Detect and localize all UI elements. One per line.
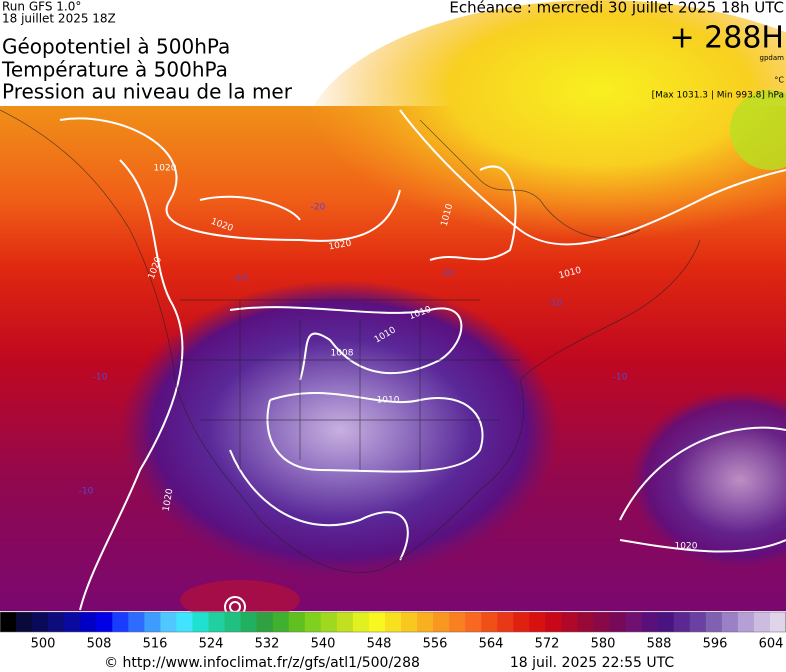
colorbar-tick-label: 572 [535, 637, 560, 652]
contour-label: -10 [79, 487, 94, 497]
colorbar-tick-label: 580 [591, 637, 616, 652]
colorbar-swatch [256, 612, 274, 632]
colorbar-swatch [753, 612, 771, 632]
colorbar-tick-label: 564 [479, 637, 504, 652]
colorbar-swatch [160, 612, 177, 632]
colorbar-tick-label: 588 [647, 637, 672, 652]
colorbar-swatch [465, 612, 482, 632]
colorbar-swatch [224, 612, 242, 632]
colorbar-swatch [64, 612, 81, 632]
colorbar-swatch [144, 612, 161, 632]
colorbar-tick-label: 604 [759, 637, 784, 652]
colorbar-swatch [593, 612, 611, 632]
colorbar-swatch [689, 612, 707, 632]
colorbar-swatch [577, 612, 595, 632]
valid-time: Echéance : mercredi 30 juillet 2025 18h … [449, 0, 784, 17]
colorbar-swatch [272, 612, 290, 632]
colorbar-swatch [625, 612, 643, 632]
colorbar-swatch [673, 612, 691, 632]
contour-label: -10 [440, 269, 455, 279]
colorbar-swatch [80, 612, 97, 632]
colorbar-tick-label: 596 [703, 637, 728, 652]
colorbar-swatch [208, 612, 226, 632]
lead-time: + 288H [670, 21, 785, 56]
colorbar-tick-label: 548 [367, 637, 392, 652]
contour-label: 1020 [154, 164, 177, 174]
colorbar-swatch [176, 612, 193, 632]
colorbar-swatch [545, 612, 562, 632]
contour-label: -10 [548, 299, 563, 309]
contour-label: 1008 [331, 349, 354, 359]
colorbar-tick-label: 500 [31, 637, 56, 652]
contour-label: 1010 [377, 396, 400, 406]
contour-label: 1020 [675, 542, 698, 552]
contour-label: 1020 [162, 488, 176, 513]
colorbar-swatch [384, 612, 402, 632]
colorbar-swatch [288, 612, 306, 632]
colorbar-swatch [705, 612, 723, 632]
colorbar-swatch [721, 612, 739, 632]
colorbar-swatch [16, 612, 33, 632]
colorbar-swatch [48, 612, 65, 632]
colorbar-tick-label: 556 [423, 637, 448, 652]
colorbar-tick-label: 532 [255, 637, 280, 652]
colorbar-swatch [769, 612, 786, 632]
run-label: Run GFS 1.0° [2, 0, 81, 14]
coastlines [0, 109, 701, 573]
colorbar-swatch [449, 612, 466, 632]
colorbar-swatch [657, 612, 675, 632]
colorbar-swatch [240, 612, 258, 632]
colorbar-swatch [497, 612, 514, 632]
title: Température à 500hPa [1, 58, 228, 82]
colorbar-swatch [128, 612, 145, 632]
contour-label: 1020 [328, 239, 353, 253]
colorbar-swatch [433, 612, 450, 632]
colorbar-tick-label: 508 [87, 637, 112, 652]
colorbar-swatch [609, 612, 627, 632]
colorbar-swatch [737, 612, 755, 632]
unit-label: °C [774, 76, 784, 85]
contour-label: -10 [613, 373, 628, 383]
run-date: 18 juillet 2025 18Z [2, 12, 116, 26]
colorbar-swatch [32, 612, 49, 632]
colorbar-swatch [320, 612, 338, 632]
colorbar-swatch [192, 612, 210, 632]
colorbar-swatch [561, 612, 578, 632]
colorbar-swatch [336, 612, 354, 632]
colorbar-swatch [513, 612, 530, 632]
pressure-range: [Max 1031.3 | Min 993.8] hPa [652, 91, 784, 101]
title: Pression au niveau de la mer [2, 80, 293, 104]
colorbar-swatch [112, 612, 129, 632]
colorbar-tick-label: 524 [199, 637, 224, 652]
colorbar-swatch [641, 612, 659, 632]
contour-label: -10 [233, 274, 248, 284]
unit-label: gpdam [760, 54, 785, 62]
map [0, 0, 786, 620]
colorbar-swatch [368, 612, 386, 632]
colorbar-swatch [481, 612, 498, 632]
colorbar-swatch [352, 612, 370, 632]
colorbar-swatch [96, 612, 113, 632]
colorbar-swatch [417, 612, 434, 632]
contour-label: -10 [93, 373, 108, 383]
title: Géopotentiel à 500hPa [2, 35, 230, 59]
colorbar-swatch [529, 612, 546, 632]
colorbar-tick-label: 540 [311, 637, 336, 652]
colorbar-swatch [401, 612, 418, 632]
source-url: © http://www.infoclimat.fr/z/gfs/atl1/50… [104, 655, 420, 671]
colorbar-tick-label: 516 [143, 637, 168, 652]
timestamp: 18 juil. 2025 22:55 UTC [510, 655, 675, 671]
colorbar-swatch [304, 612, 322, 632]
contour-label: -20 [311, 203, 326, 213]
colorbar-swatch [0, 612, 17, 632]
isobars [59, 109, 786, 618]
